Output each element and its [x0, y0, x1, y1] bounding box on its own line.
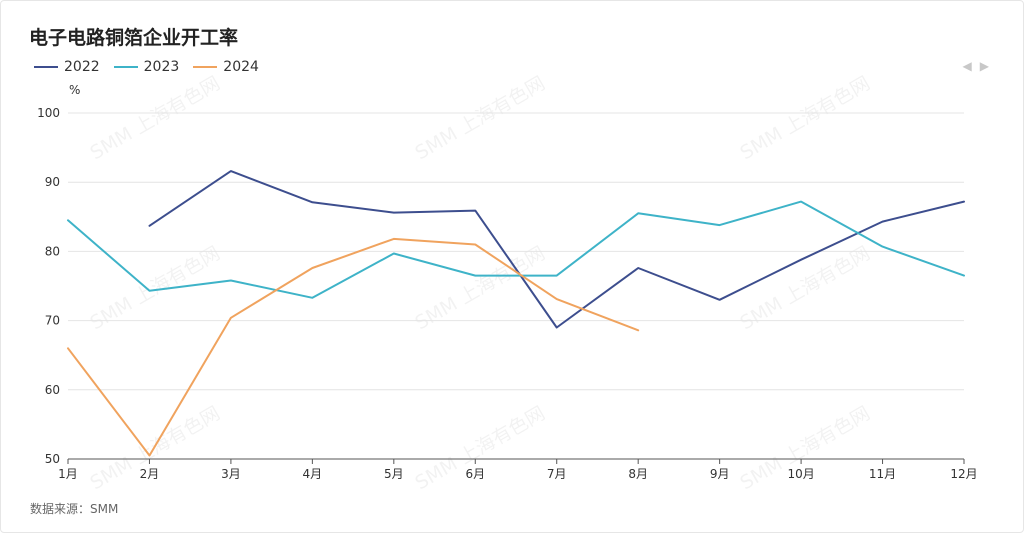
watermark-text: SMM 上海有色网 [87, 72, 224, 164]
legend-item-2022[interactable]: 2022 [34, 59, 100, 75]
legend-swatch-2024 [193, 66, 218, 68]
y-tick-label: 70 [45, 314, 60, 328]
data-source: 数据来源：SMM [30, 502, 119, 516]
legend-label-2024: 2024 [223, 59, 259, 75]
legend-item-2023[interactable]: 2023 [113, 59, 180, 75]
legend-pager: ◀▶ [963, 59, 997, 73]
x-tick-label: 6月 [465, 467, 485, 481]
x-tick-label: 2月 [140, 467, 160, 481]
x-tick-label: 12月 [950, 467, 977, 481]
series-line-2024 [67, 237, 640, 457]
x-tick-label: 4月 [303, 467, 323, 481]
watermark-text: SMM 上海有色网 [737, 72, 874, 164]
pager-prev-icon[interactable]: ◀ [962, 59, 980, 73]
x-tick-label: 8月 [628, 467, 648, 481]
x-tick-label: 11月 [869, 467, 896, 481]
y-tick-label: 90 [45, 175, 60, 189]
pager-next-icon[interactable]: ▶ [979, 59, 997, 73]
x-tick-label: 7月 [547, 467, 567, 481]
x-tick-label: 5月 [384, 467, 404, 481]
x-tick-label: 10月 [787, 467, 814, 481]
series-line-2023 [67, 200, 965, 299]
watermark-text: SMM 上海有色网 [412, 72, 549, 164]
x-tick-label: 3月 [221, 467, 241, 481]
series-line-2022 [148, 170, 965, 329]
y-tick-label: 50 [45, 452, 60, 466]
y-axis-unit: % [69, 83, 81, 97]
x-tick-label: 1月 [58, 467, 78, 481]
legend-swatch-2022 [34, 66, 58, 68]
legend-label-2022: 2022 [64, 59, 100, 75]
legend: 2022 2023 2024 [34, 59, 259, 75]
y-tick-label: 60 [45, 383, 60, 397]
chart-title: 电子电路铜箔企业开工率 [29, 27, 239, 49]
x-tick-label: 9月 [710, 467, 730, 481]
legend-label-2023: 2023 [143, 59, 180, 75]
y-tick-label: 80 [45, 244, 60, 258]
y-tick-label: 100 [37, 106, 60, 120]
legend-item-2024[interactable]: 2024 [193, 59, 259, 75]
legend-swatch-2023 [113, 66, 138, 68]
